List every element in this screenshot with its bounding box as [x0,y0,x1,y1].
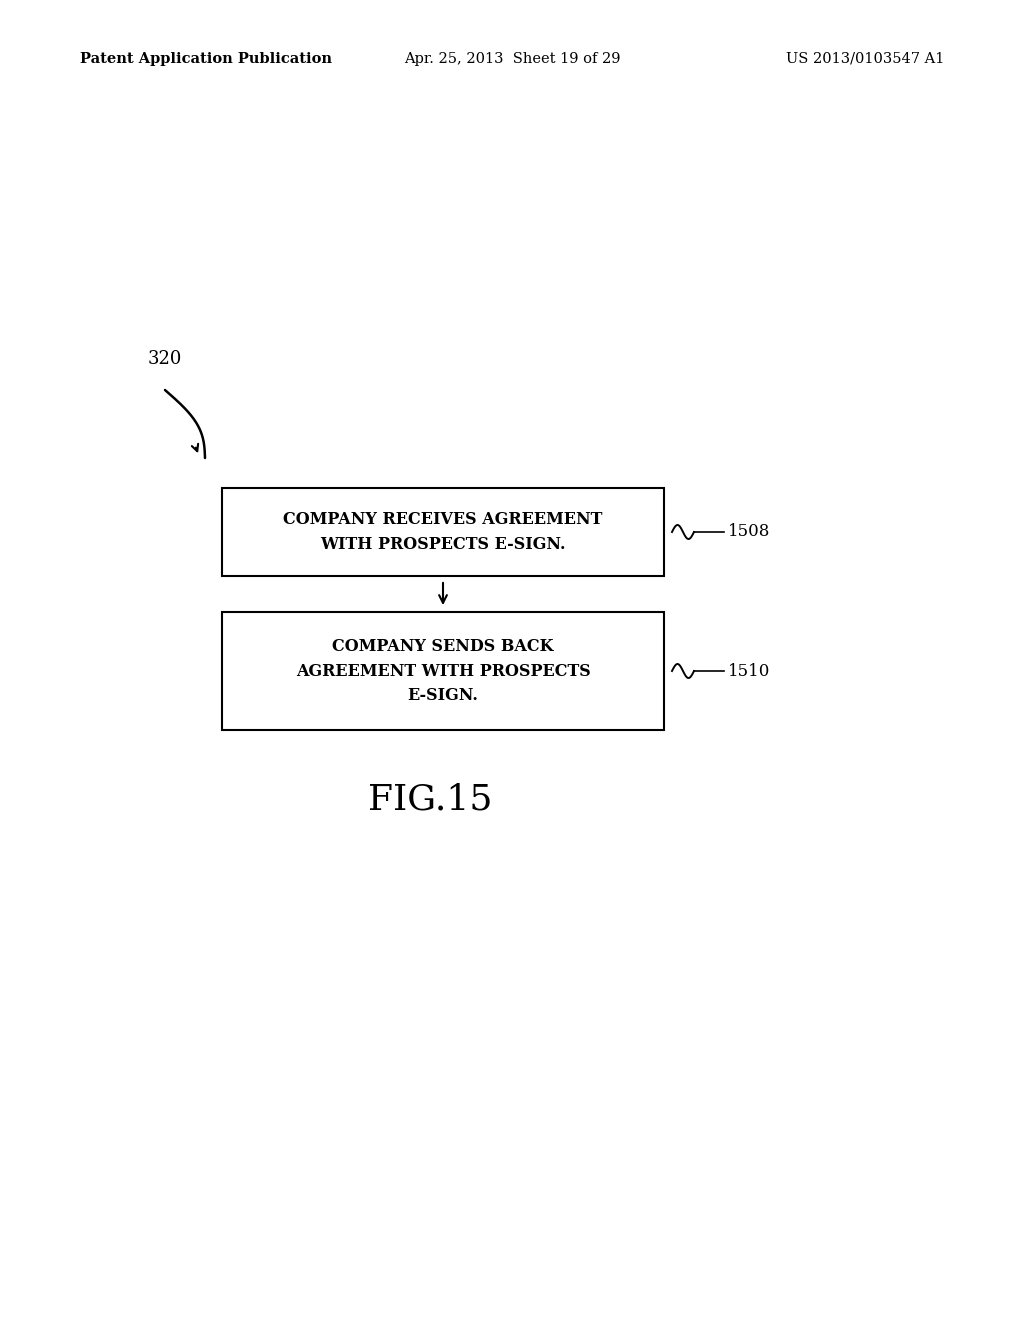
Text: Apr. 25, 2013  Sheet 19 of 29: Apr. 25, 2013 Sheet 19 of 29 [403,51,621,66]
Bar [222,488,664,576]
Text: US 2013/0103547 A1: US 2013/0103547 A1 [785,51,944,66]
Text: COMPANY RECEIVES AGREEMENT
WITH PROSPECTS E-SIGN.: COMPANY RECEIVES AGREEMENT WITH PROSPECT… [284,511,603,553]
Text: 1510: 1510 [728,663,770,680]
Text: 320: 320 [148,350,182,368]
Text: 1508: 1508 [728,524,770,540]
Text: FIG.15: FIG.15 [368,783,493,817]
Bar [222,612,664,730]
Text: COMPANY SENDS BACK
AGREEMENT WITH PROSPECTS
E-SIGN.: COMPANY SENDS BACK AGREEMENT WITH PROSPE… [296,638,591,705]
Text: Patent Application Publication: Patent Application Publication [80,51,332,66]
